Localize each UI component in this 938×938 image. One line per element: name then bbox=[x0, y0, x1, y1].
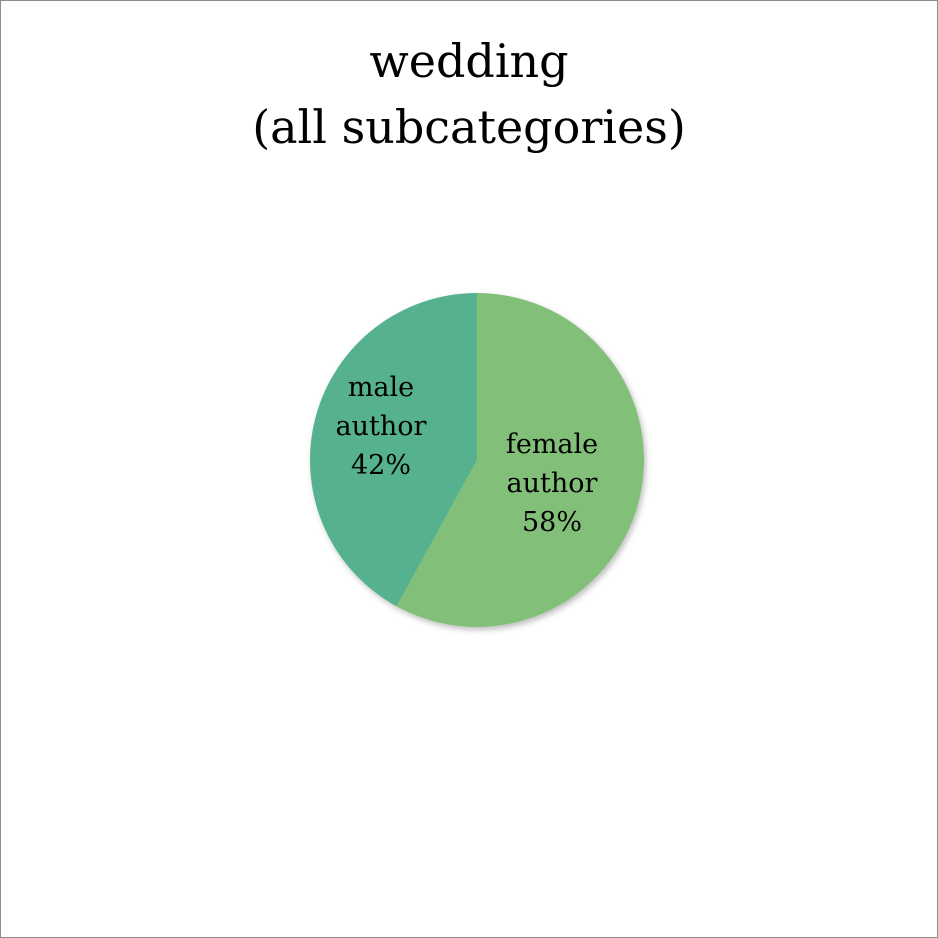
pie-slice-male-author bbox=[310, 293, 477, 607]
pie-label-male-author: male author 42% bbox=[336, 372, 427, 481]
pie-label-line: 58% bbox=[522, 507, 582, 538]
pie-label-female-author: female author 58% bbox=[506, 429, 598, 538]
pie-label-line: author bbox=[336, 411, 427, 442]
chart-title: wedding (all subcategories) bbox=[0, 28, 938, 160]
chart-title-line-1: wedding bbox=[369, 34, 569, 88]
pie-label-line: male bbox=[348, 372, 414, 403]
pie-slices bbox=[310, 293, 644, 627]
pie-labels: female author 58% male author 42% bbox=[336, 372, 599, 538]
pie-label-line: female bbox=[506, 429, 598, 460]
pie-label-line: author bbox=[507, 468, 598, 499]
pie-slice-female-author bbox=[396, 293, 644, 627]
pie-label-line: 42% bbox=[351, 450, 411, 481]
chart-title-line-2: (all subcategories) bbox=[252, 100, 686, 154]
